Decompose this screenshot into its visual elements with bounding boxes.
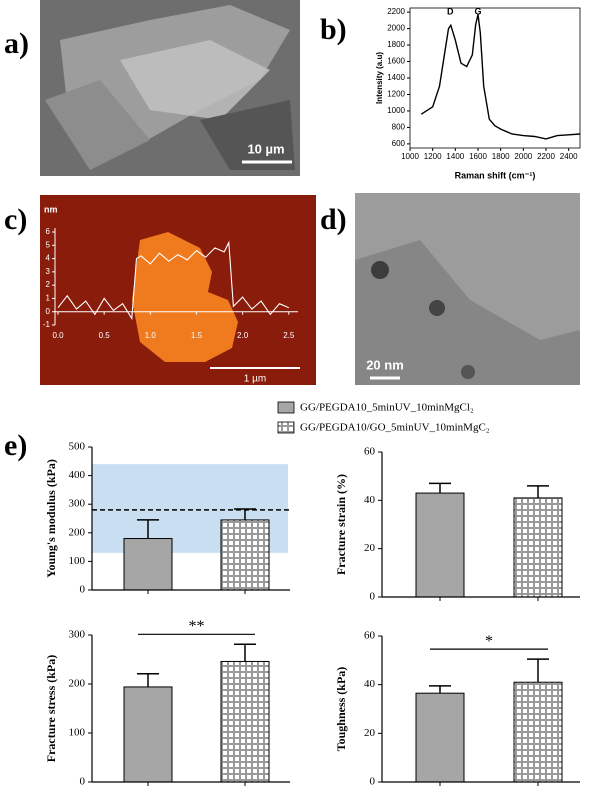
y-tick-label: 500	[69, 441, 86, 453]
afm-image: 1 µm	[40, 195, 316, 385]
legend-label: GG/PEGDA10_5minUV_10minMgCl₂	[300, 402, 474, 414]
y-tick-label: 5	[46, 240, 51, 249]
x-axis-label: Raman shift (cm⁻¹)	[455, 170, 536, 180]
bar	[123, 686, 173, 783]
peak-label: D	[447, 6, 454, 16]
bar	[513, 497, 563, 598]
bar	[513, 681, 563, 783]
y-tick-label: 60	[364, 630, 376, 642]
y-tick-label: -1	[43, 320, 51, 329]
tem-image: 20 nm	[355, 193, 580, 385]
x-tick-label: 0.0	[52, 331, 64, 340]
y-tick-label: 40	[364, 494, 376, 506]
x-tick-label: 1200	[424, 152, 442, 161]
y-tick-label: 300	[69, 629, 86, 641]
y-tick-label: 400	[69, 469, 86, 481]
y-tick-label: 800	[392, 123, 406, 132]
x-tick-label: 1400	[446, 152, 464, 161]
y-tick-label: 300	[69, 498, 86, 510]
y-tick-label: 600	[392, 139, 406, 148]
y-axis-label: Toughness (kPa)	[334, 667, 348, 752]
scale-bar-label: 1 µm	[244, 374, 266, 385]
y-tick-label: 40	[364, 678, 376, 690]
y-axis-label: Intensity (a.u)	[375, 52, 384, 104]
y-tick-label: 1	[46, 294, 51, 303]
x-tick-label: 2000	[514, 152, 532, 161]
y-tick-label: 200	[69, 678, 86, 690]
y-tick-label: 2	[46, 280, 51, 289]
y-tick-label: 20	[364, 727, 376, 739]
y-tick-label: 4	[46, 254, 51, 263]
y-tick-label: 1000	[387, 106, 405, 115]
x-tick-label: 2400	[560, 152, 578, 161]
significance-label: *	[485, 633, 493, 650]
x-tick-label: 1000	[401, 152, 419, 161]
y-tick-label: 1800	[387, 40, 405, 49]
panel-label: b)	[320, 13, 347, 46]
bar	[415, 692, 465, 783]
y-tick-label: 3	[46, 267, 51, 276]
x-tick-label: 1800	[492, 152, 510, 161]
plot-frame	[409, 7, 581, 149]
peak-label: G	[474, 6, 481, 16]
y-tick-label: 2000	[387, 24, 405, 33]
x-tick-label: 2.5	[283, 331, 295, 340]
panel-label: c)	[4, 203, 27, 236]
data-line	[57, 240, 290, 321]
x-tick-label: 1.0	[145, 331, 157, 340]
y-axis-label: nm	[44, 204, 58, 214]
panel-label: a)	[4, 27, 29, 60]
y-tick-label: 0	[370, 591, 376, 603]
scale-bar-label: 20 nm	[366, 357, 404, 372]
y-axis-label: Fracture stress (kPa)	[44, 655, 58, 763]
y-tick-label: 200	[69, 526, 86, 538]
bar	[220, 660, 270, 783]
panel-label: d)	[320, 203, 347, 236]
bar	[220, 519, 270, 591]
y-tick-label: 0	[46, 307, 51, 316]
y-tick-label: 1600	[387, 57, 405, 66]
y-tick-label: 20	[364, 542, 376, 554]
significance-label: **	[189, 618, 205, 635]
x-tick-label: 0.5	[99, 331, 111, 340]
legend-label: GG/PEGDA10/GO_5minUV_10minMgC₂	[300, 422, 490, 434]
y-tick-label: 1200	[387, 90, 405, 99]
sem-image: 10 µm	[40, 0, 300, 176]
bar	[415, 492, 465, 598]
bar	[123, 538, 173, 591]
y-tick-label: 2200	[387, 7, 405, 16]
y-tick-label: 0	[370, 776, 376, 788]
legend-swatch	[277, 401, 295, 414]
x-tick-label: 1.5	[191, 331, 203, 340]
x-tick-label: 2.0	[237, 331, 249, 340]
y-axis-label: Fracture strain (%)	[334, 474, 348, 575]
y-tick-label: 60	[364, 446, 376, 458]
y-tick-label: 100	[69, 555, 86, 567]
data-line	[420, 14, 581, 140]
y-tick-label: 6	[46, 227, 51, 236]
y-tick-label: 0	[80, 776, 86, 788]
y-tick-label: 0	[80, 584, 86, 596]
y-tick-label: 100	[69, 727, 86, 739]
y-axis-label: Young's modulus (kPa)	[44, 459, 58, 578]
y-tick-label: 1400	[387, 73, 405, 82]
x-tick-label: 1600	[469, 152, 487, 161]
legend-swatch	[277, 421, 295, 434]
x-tick-label: 2200	[537, 152, 555, 161]
scale-bar-label: 10 µm	[247, 141, 284, 156]
panel-label: e)	[4, 429, 27, 462]
